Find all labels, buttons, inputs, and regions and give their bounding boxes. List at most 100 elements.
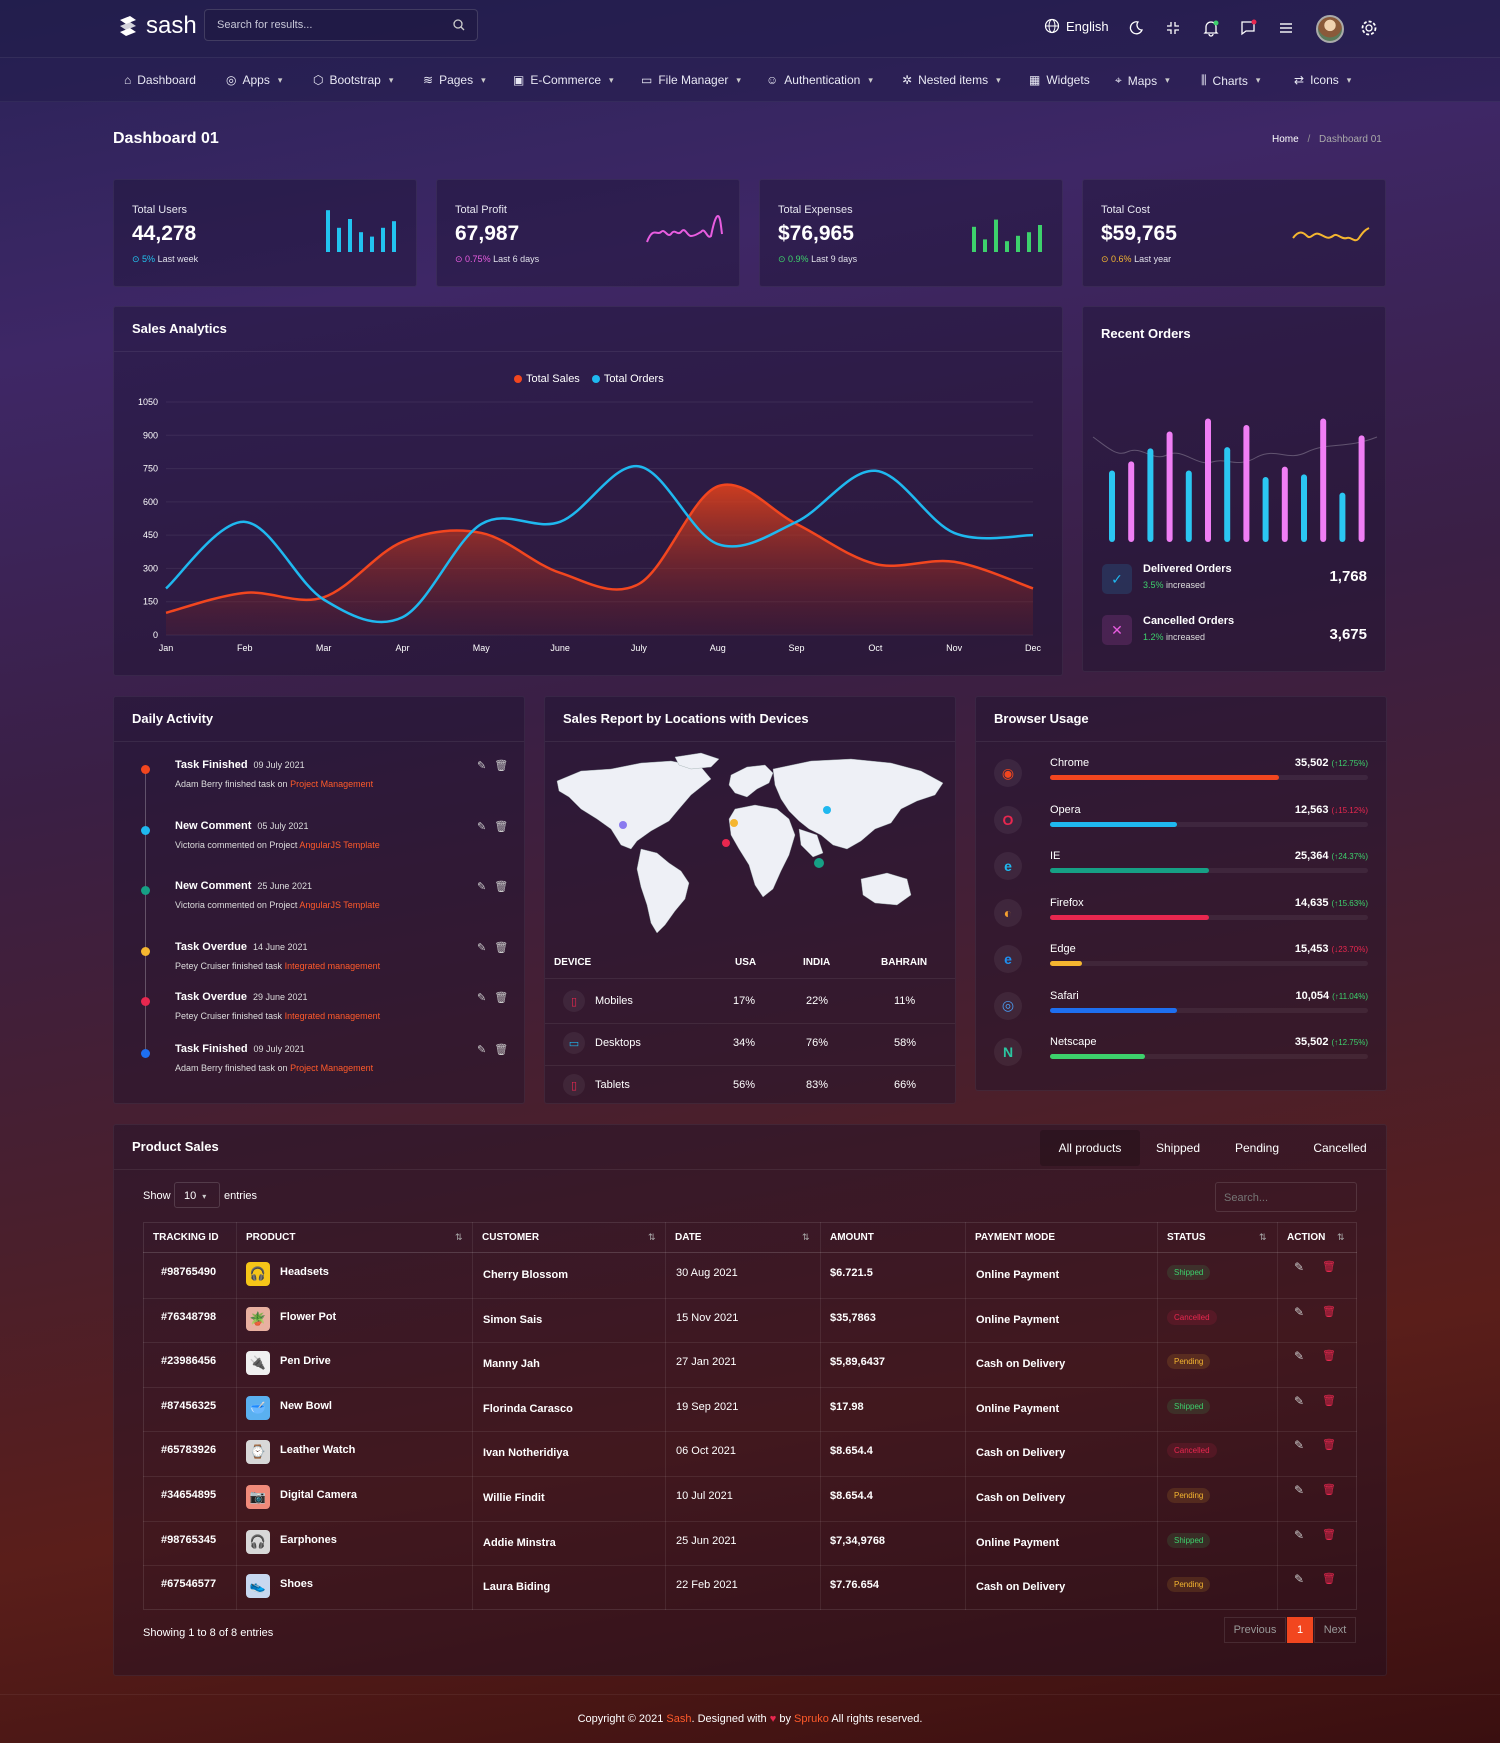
edit-icon[interactable]: ✎ xyxy=(477,942,487,954)
trash-icon[interactable]: 🗑 xyxy=(494,821,509,833)
product-name[interactable]: Leather Watch xyxy=(280,1444,356,1457)
edit-icon[interactable]: ✎ xyxy=(477,992,487,1004)
sort-icon[interactable]: ⇅ xyxy=(1337,1232,1345,1242)
th-customer[interactable]: CUSTOMER xyxy=(482,1232,540,1243)
th-amount[interactable]: AMOUNT xyxy=(830,1232,874,1243)
tab-cancelled[interactable]: Cancelled xyxy=(1313,1141,1367,1155)
trash-icon[interactable]: 🗑 xyxy=(494,942,509,954)
product-name[interactable]: Digital Camera xyxy=(280,1489,358,1501)
footer-brand[interactable]: Sash xyxy=(666,1713,692,1725)
edit-icon[interactable]: ✎ xyxy=(1294,1572,1305,1587)
th-product[interactable]: PRODUCT xyxy=(246,1232,296,1243)
edit-icon[interactable]: ✎ xyxy=(1294,1483,1305,1497)
world-map[interactable] xyxy=(551,749,951,944)
pagination-page-1[interactable]: 1 xyxy=(1287,1617,1313,1643)
language-selector[interactable]: English xyxy=(1044,18,1109,34)
map-marker-bahrain[interactable] xyxy=(814,858,824,868)
th-status[interactable]: STATUS xyxy=(1167,1232,1206,1243)
nav-pages[interactable]: ≋ Pages ▾ xyxy=(423,73,486,87)
breadcrumb-home[interactable]: Home xyxy=(1272,134,1299,145)
header-search[interactable] xyxy=(204,9,478,41)
tab-pending[interactable]: Pending xyxy=(1234,1141,1280,1155)
edit-icon[interactable]: ✎ xyxy=(1294,1393,1305,1408)
tab-all-products[interactable]: All products xyxy=(1040,1130,1140,1166)
activity-link[interactable]: Project Management xyxy=(290,1063,374,1073)
nav-dashboard[interactable]: ⌂ Dashboard xyxy=(124,73,196,87)
trash-icon[interactable]: 🗑 xyxy=(1322,1439,1336,1452)
trash-icon[interactable]: 🗑 xyxy=(1322,1305,1336,1318)
th-payment-mode[interactable]: PAYMENT MODE xyxy=(975,1232,1056,1243)
trash-icon[interactable]: 🗑 xyxy=(1322,1261,1336,1273)
trash-icon[interactable]: 🗑 xyxy=(1322,1484,1336,1496)
nav-widgets[interactable]: ▦ Widgets xyxy=(1029,73,1090,87)
edit-icon[interactable]: ✎ xyxy=(477,881,487,893)
product-name[interactable]: New Bowl xyxy=(280,1399,332,1412)
nav-charts[interactable]: ⫼ Charts ▾ xyxy=(1201,73,1260,88)
trash-icon[interactable]: 🗑 xyxy=(494,881,509,893)
pagination-previous[interactable]: Previous xyxy=(1224,1617,1286,1643)
sort-icon[interactable]: ⇅ xyxy=(455,1232,463,1242)
activity-link[interactable]: Integrated management xyxy=(284,961,381,971)
nav-file-manager[interactable]: ▭ File Manager ▾ xyxy=(641,73,741,87)
trash-icon[interactable]: 🗑 xyxy=(1322,1350,1336,1363)
search-icon[interactable] xyxy=(453,19,465,31)
activity-link[interactable]: AngularJS Template xyxy=(299,900,380,910)
messages-icon[interactable] xyxy=(1238,18,1258,38)
entries-select[interactable]: 10 ▾ xyxy=(174,1182,220,1208)
edit-icon[interactable]: ✎ xyxy=(477,821,487,833)
trash-icon[interactable]: 🗑 xyxy=(1322,1573,1336,1586)
tab-shipped[interactable]: Shipped xyxy=(1155,1141,1201,1155)
pagination-next[interactable]: Next xyxy=(1314,1617,1356,1643)
activity-link[interactable]: Integrated management xyxy=(284,1011,381,1021)
sort-icon[interactable]: ⇅ xyxy=(802,1232,810,1242)
th-tracking-id[interactable]: TRACKING ID xyxy=(153,1232,219,1243)
map-marker-usa[interactable] xyxy=(619,821,627,829)
map-marker-asia[interactable] xyxy=(823,806,831,814)
product-name[interactable]: Shoes xyxy=(280,1578,314,1591)
map-marker-europe[interactable] xyxy=(730,819,738,827)
edit-icon[interactable]: ✎ xyxy=(477,760,487,772)
edit-icon[interactable]: ✎ xyxy=(1294,1438,1305,1453)
product-name[interactable]: Earphones xyxy=(280,1533,337,1546)
menu-lines-icon[interactable] xyxy=(1276,18,1296,38)
nav-icons[interactable]: ⇄ Icons ▾ xyxy=(1294,73,1351,87)
settings-gear-icon[interactable] xyxy=(1359,18,1379,38)
edit-icon[interactable]: ✎ xyxy=(1294,1260,1305,1274)
map-marker-africa[interactable] xyxy=(722,839,730,847)
product-name[interactable]: Flower Pot xyxy=(280,1310,337,1323)
th-date[interactable]: DATE xyxy=(675,1232,702,1243)
dark-mode-icon[interactable] xyxy=(1126,18,1146,38)
edit-icon[interactable]: ✎ xyxy=(1294,1527,1305,1542)
nav-maps[interactable]: ⌖ Maps ▾ xyxy=(1115,73,1170,88)
edit-icon[interactable]: ✎ xyxy=(1294,1349,1305,1364)
activity-link[interactable]: AngularJS Template xyxy=(299,840,380,850)
legend-total-sales[interactable]: Total Sales xyxy=(514,373,580,385)
logo[interactable]: sash xyxy=(116,12,197,40)
nav-ecommerce[interactable]: ▣ E-Commerce ▾ xyxy=(513,73,614,87)
trash-icon[interactable]: 🗑 xyxy=(1322,1528,1336,1541)
product-name[interactable]: Pen Drive xyxy=(280,1355,331,1368)
user-avatar[interactable] xyxy=(1316,15,1344,43)
th-action[interactable]: ACTION xyxy=(1287,1232,1326,1243)
fullscreen-icon[interactable] xyxy=(1163,18,1183,38)
sort-icon[interactable]: ⇅ xyxy=(648,1232,656,1242)
activity-link[interactable]: Project Management xyxy=(290,779,374,789)
nav-bootstrap[interactable]: ⬡ Bootstrap ▾ xyxy=(313,73,393,87)
trash-icon[interactable]: 🗑 xyxy=(494,760,509,772)
nav-nested-items[interactable]: ✲ Nested items ▾ xyxy=(902,73,1001,87)
trash-icon[interactable]: 🗑 xyxy=(494,1044,509,1056)
product-name[interactable]: Headsets xyxy=(280,1266,329,1278)
search-input[interactable] xyxy=(217,19,437,31)
total-orders-line[interactable] xyxy=(165,465,1034,624)
edit-icon[interactable]: ✎ xyxy=(1294,1304,1305,1319)
sort-icon[interactable]: ⇅ xyxy=(1259,1232,1267,1242)
table-search[interactable] xyxy=(1215,1182,1357,1212)
edit-icon[interactable]: ✎ xyxy=(477,1044,487,1056)
table-search-input[interactable] xyxy=(1224,1192,1344,1204)
footer-company[interactable]: Spruko xyxy=(794,1713,829,1725)
trash-icon[interactable]: 🗑 xyxy=(1322,1394,1336,1407)
nav-apps[interactable]: ◎ Apps ▾ xyxy=(226,73,282,87)
legend-total-orders[interactable]: Total Orders xyxy=(591,373,664,385)
notification-bell-icon[interactable] xyxy=(1201,18,1221,38)
trash-icon[interactable]: 🗑 xyxy=(494,992,509,1004)
